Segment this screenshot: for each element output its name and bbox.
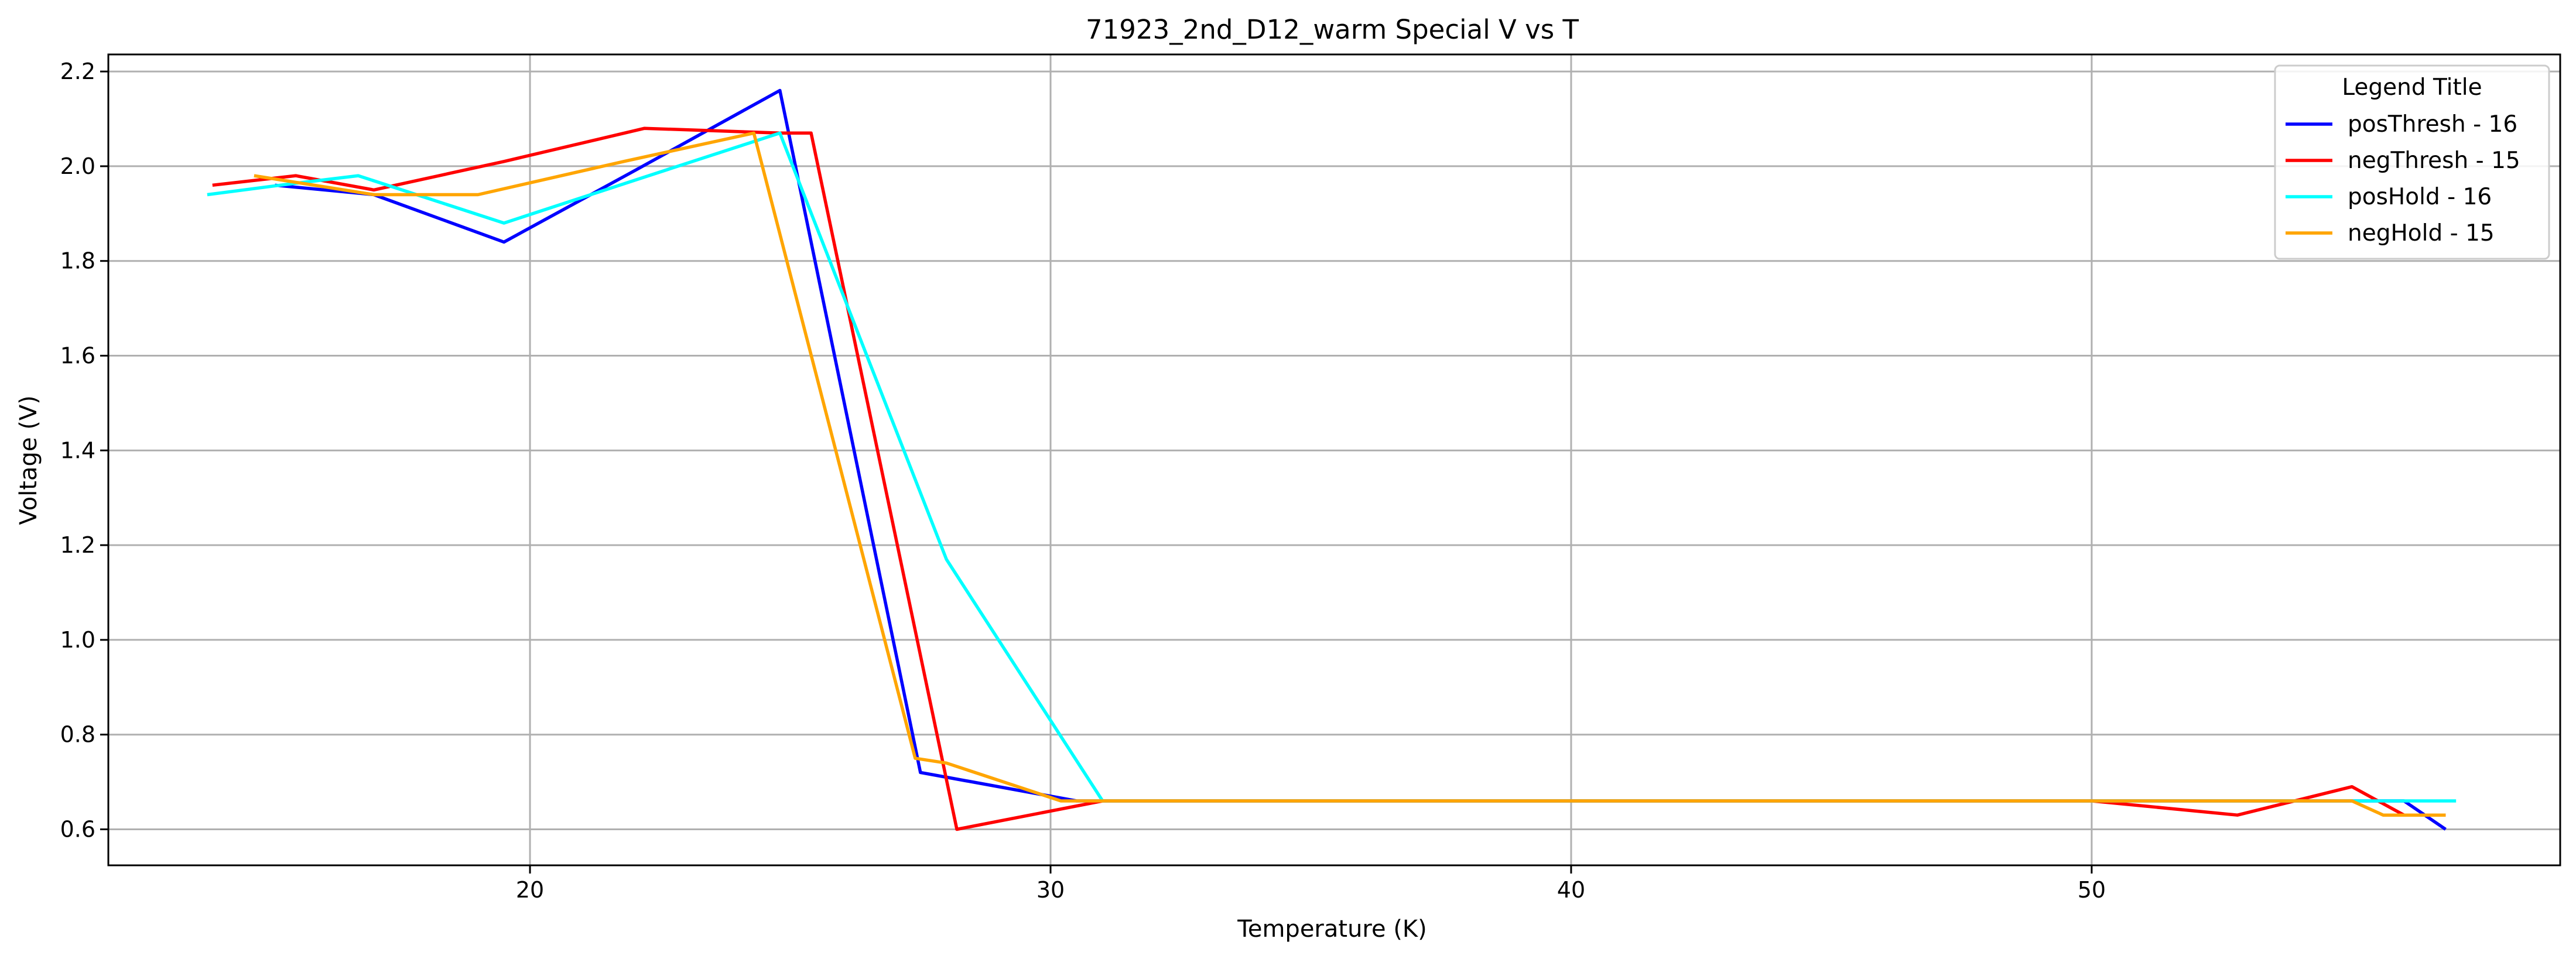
y-axis-label: Voltage (V) [15, 395, 42, 525]
y-tick-label: 2.2 [60, 59, 95, 84]
series-line [275, 91, 2446, 830]
y-tick-label: 1.4 [60, 437, 95, 463]
series-line [213, 128, 2446, 829]
y-tick-label: 0.6 [60, 817, 95, 842]
y-tick-label: 0.8 [60, 722, 95, 748]
y-tick-label: 1.6 [60, 343, 95, 369]
axis-ticks: 20 30 40 50 0.6 0.8 1.0 1.2 1.4 1.6 1.8 2.0 2.2 [60, 59, 2106, 903]
x-tick-label: 50 [2078, 877, 2106, 903]
series-line [254, 133, 2446, 815]
x-tick-label: 30 [1036, 877, 1065, 903]
series-lines [207, 91, 2456, 830]
x-tick-label: 20 [516, 877, 544, 903]
y-tick-label: 2.0 [60, 153, 95, 179]
y-tick-label: 1.2 [60, 532, 95, 558]
legend: Legend Title posThresh - 16 negThresh - 1… [2275, 66, 2549, 259]
y-tick-label: 1.0 [60, 627, 95, 653]
x-axis-label: Temperature (K) [1237, 916, 1427, 943]
legend-label: negThresh - 15 [2348, 148, 2520, 174]
legend-label: posThresh - 16 [2348, 111, 2517, 138]
grid [108, 54, 2560, 865]
x-tick-label: 40 [1557, 877, 1585, 903]
chart-title: 71923_2nd_D12_warm Special V vs T [1086, 14, 1579, 45]
y-tick-label: 1.8 [60, 248, 95, 274]
plot-area [108, 54, 2560, 865]
legend-label: negHold - 15 [2348, 220, 2495, 246]
legend-title: Legend Title [2342, 74, 2482, 101]
series-line [207, 133, 2456, 801]
legend-label: posHold - 16 [2348, 184, 2492, 210]
